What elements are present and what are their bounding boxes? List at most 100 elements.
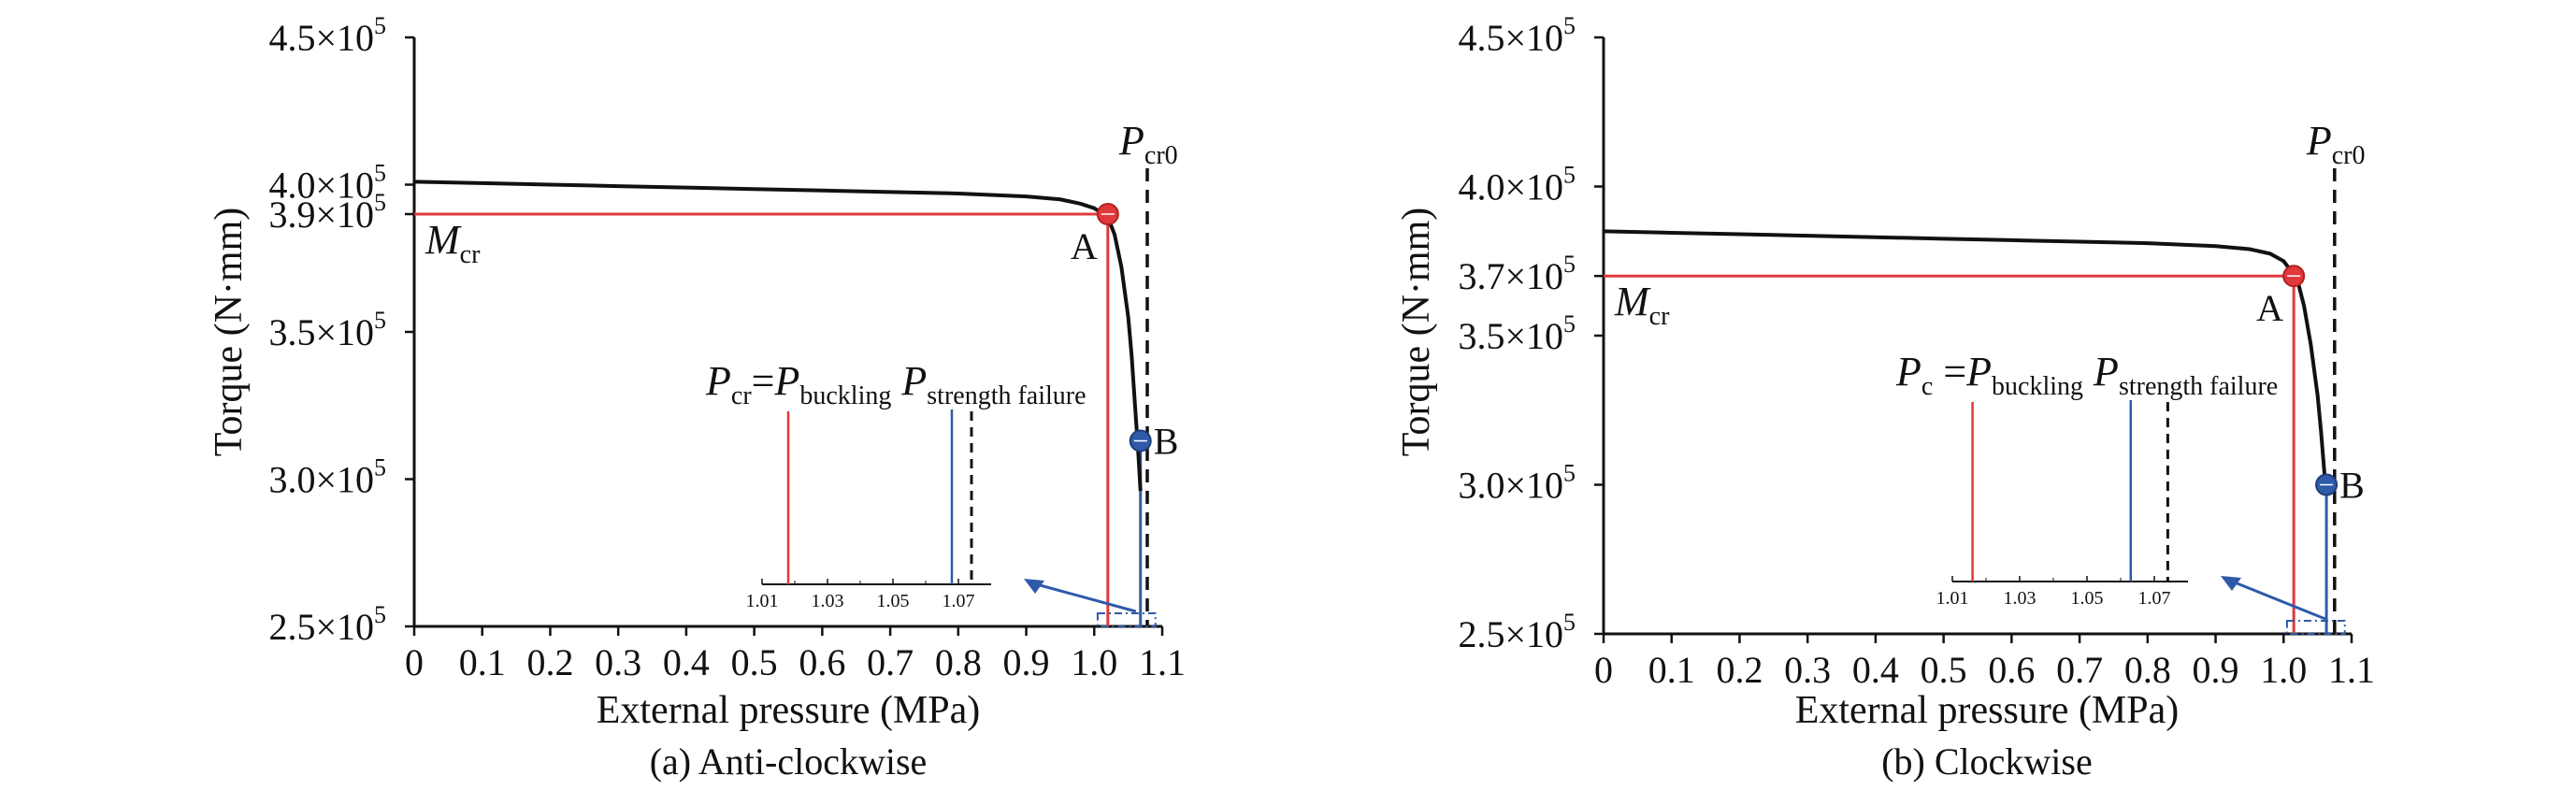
panel-anti-clockwise: 0 0.1 0.2 0.3 0.4 0.5 0.6 0.7 0.8 0.9 1.0 1.1 2.5×10…	[208, 12, 1186, 783]
inset-tick-label: 1.03	[812, 591, 844, 611]
y-tick-mantissa: 3.7×10	[1458, 255, 1563, 297]
mcr-label-sub: cr	[1649, 302, 1670, 331]
panel-caption: (a) Anti-clockwise	[650, 740, 928, 783]
point-a-label: A	[1071, 225, 1098, 267]
y-tick-label: 2.5×105	[268, 601, 386, 648]
panel-caption: (b) Clockwise	[1881, 740, 2093, 783]
legend-space	[891, 358, 901, 404]
y-tick-label: 4.0×105	[1458, 162, 1576, 208]
y-tick-label: 3.7×105	[1458, 251, 1576, 297]
mcr-reference-line	[414, 212, 1110, 626]
legend-pcr-sub: cr	[731, 381, 752, 410]
x-tick-label: 1.1	[1139, 641, 1186, 683]
mcr-label: Mcr	[425, 217, 481, 269]
x-tick-label: 0.8	[935, 641, 982, 683]
x-tick-label: 0.4	[1852, 649, 1899, 691]
x-tick-label: 1.1	[2328, 649, 2375, 691]
pcr0-label-main: P	[1118, 118, 1144, 164]
y-tick-exponent: 5	[374, 601, 386, 628]
x-tick-label: 0	[1594, 649, 1613, 691]
y-tick-exponent: 5	[374, 454, 386, 481]
y-tick-label: 3.9×105	[268, 189, 386, 236]
mcr-reference-line	[1604, 274, 2295, 634]
zoom-arrow-head	[1024, 579, 1044, 594]
legend-pcr-main: P	[705, 358, 731, 404]
inset-tick-label: 1.03	[2004, 588, 2036, 609]
pcr0-label-sub: cr0	[1144, 141, 1178, 170]
y-tick-mantissa: 2.5×10	[268, 606, 374, 648]
zoom-region-box	[1096, 612, 1157, 627]
pcr0-label: Pcr0	[1118, 118, 1178, 170]
y-tick-mantissa: 2.5×10	[1458, 613, 1563, 655]
inset-tick-label: 1.01	[1936, 588, 1969, 609]
x-tick-label: 0.9	[2193, 649, 2239, 691]
inset-tick-label: 1.05	[2071, 588, 2104, 609]
torque-curve	[413, 180, 1143, 492]
y-tick-label: 2.5×105	[1458, 609, 1576, 655]
x-tick-label: 0.6	[799, 641, 845, 683]
inset-tick-label: 1.05	[877, 591, 910, 611]
y-tick-label: 3.5×105	[1458, 310, 1576, 357]
x-tick-label: 0.6	[1988, 649, 2035, 691]
x-tick-label: 0.3	[595, 641, 641, 683]
mcr-label-sub: cr	[460, 240, 481, 269]
inset-legend: Pc =Pbuckling Pstrength failure	[1895, 349, 2278, 401]
y-tick-mantissa: 4.0×10	[268, 165, 374, 207]
y-tick-exponent: 5	[374, 189, 386, 216]
y-axis-title: Torque (N·mm)	[208, 208, 251, 456]
legend-pcr-sub: c	[1921, 372, 1933, 401]
x-tick-label: 0.1	[459, 641, 506, 683]
pcr0-label-sub: cr0	[2332, 141, 2366, 170]
legend-strength-sub: strength failure	[2119, 372, 2278, 401]
pcr0-label-main: P	[2306, 118, 2332, 164]
zoom-arrow-head	[2221, 576, 2241, 591]
x-tick-label: 0.7	[2056, 649, 2103, 691]
x-tick-label: 0.9	[1003, 641, 1050, 683]
y-tick-label: 3.0×105	[1458, 460, 1576, 507]
y-tick-exponent: 5	[1563, 460, 1576, 487]
legend-space	[2083, 349, 2094, 395]
legend-strength-main: P	[2093, 349, 2119, 395]
x-tick-label: 0.2	[1716, 649, 1763, 691]
zoom-arrow-line	[2229, 579, 2326, 621]
y-tick-label: 4.5×105	[268, 12, 386, 59]
panel-clockwise: 0 0.1 0.2 0.3 0.4 0.5 0.6 0.7 0.8 0.9 1.0 1.1 2.5×10…	[1395, 12, 2375, 783]
y-tick-mantissa: 4.0×10	[1458, 166, 1563, 208]
legend-buckling-sub: buckling	[1992, 372, 2083, 401]
legend-equals: =	[752, 358, 775, 404]
legend-equals: =	[1933, 349, 1966, 395]
point-b-label: B	[1154, 421, 1179, 463]
x-tick-label: 0.4	[663, 641, 710, 683]
x-tick-label: 0.5	[1921, 649, 1967, 691]
torque-curve	[1603, 229, 2329, 492]
y-tick-exponent: 5	[374, 160, 386, 187]
mcr-label: Mcr	[1614, 279, 1670, 331]
x-axis-title: External pressure (MPa)	[597, 689, 981, 732]
y-tick-label: 4.5×105	[1458, 12, 1576, 59]
legend-pcr-main: P	[1895, 349, 1921, 395]
x-tick-label: 0.7	[867, 641, 914, 683]
zoom-arrow-line	[1032, 582, 1137, 613]
legend-strength-main: P	[900, 358, 927, 404]
point-b-label: B	[2339, 465, 2365, 507]
legend-buckling-sub: buckling	[799, 381, 891, 410]
x-tick-label: 0.2	[526, 641, 573, 683]
y-tick-mantissa: 3.0×10	[1458, 465, 1563, 507]
y-axis-title: Torque (N·mm)	[1395, 208, 1438, 456]
x-tick-label: 1.0	[2260, 649, 2307, 691]
x-tick-label: 0.1	[1648, 649, 1695, 691]
y-tick-mantissa: 3.0×10	[268, 459, 374, 501]
y-tick-exponent: 5	[374, 307, 386, 334]
y-tick-mantissa: 3.9×10	[268, 194, 374, 236]
inset-tick-label: 1.01	[746, 591, 779, 611]
y-tick-exponent: 5	[1563, 12, 1576, 39]
legend-strength-sub: strength failure	[927, 381, 1086, 410]
legend-buckling-main: P	[773, 358, 799, 404]
inset-legend: Pcr=Pbuckling Pstrength failure	[705, 358, 1087, 410]
y-tick-label: 4.0×105	[268, 160, 386, 207]
legend-buckling-main: P	[1965, 349, 1992, 395]
y-tick-mantissa: 4.5×10	[1458, 17, 1563, 59]
inset-tick-label: 1.07	[943, 591, 975, 611]
y-tick-mantissa: 3.5×10	[1458, 315, 1563, 357]
